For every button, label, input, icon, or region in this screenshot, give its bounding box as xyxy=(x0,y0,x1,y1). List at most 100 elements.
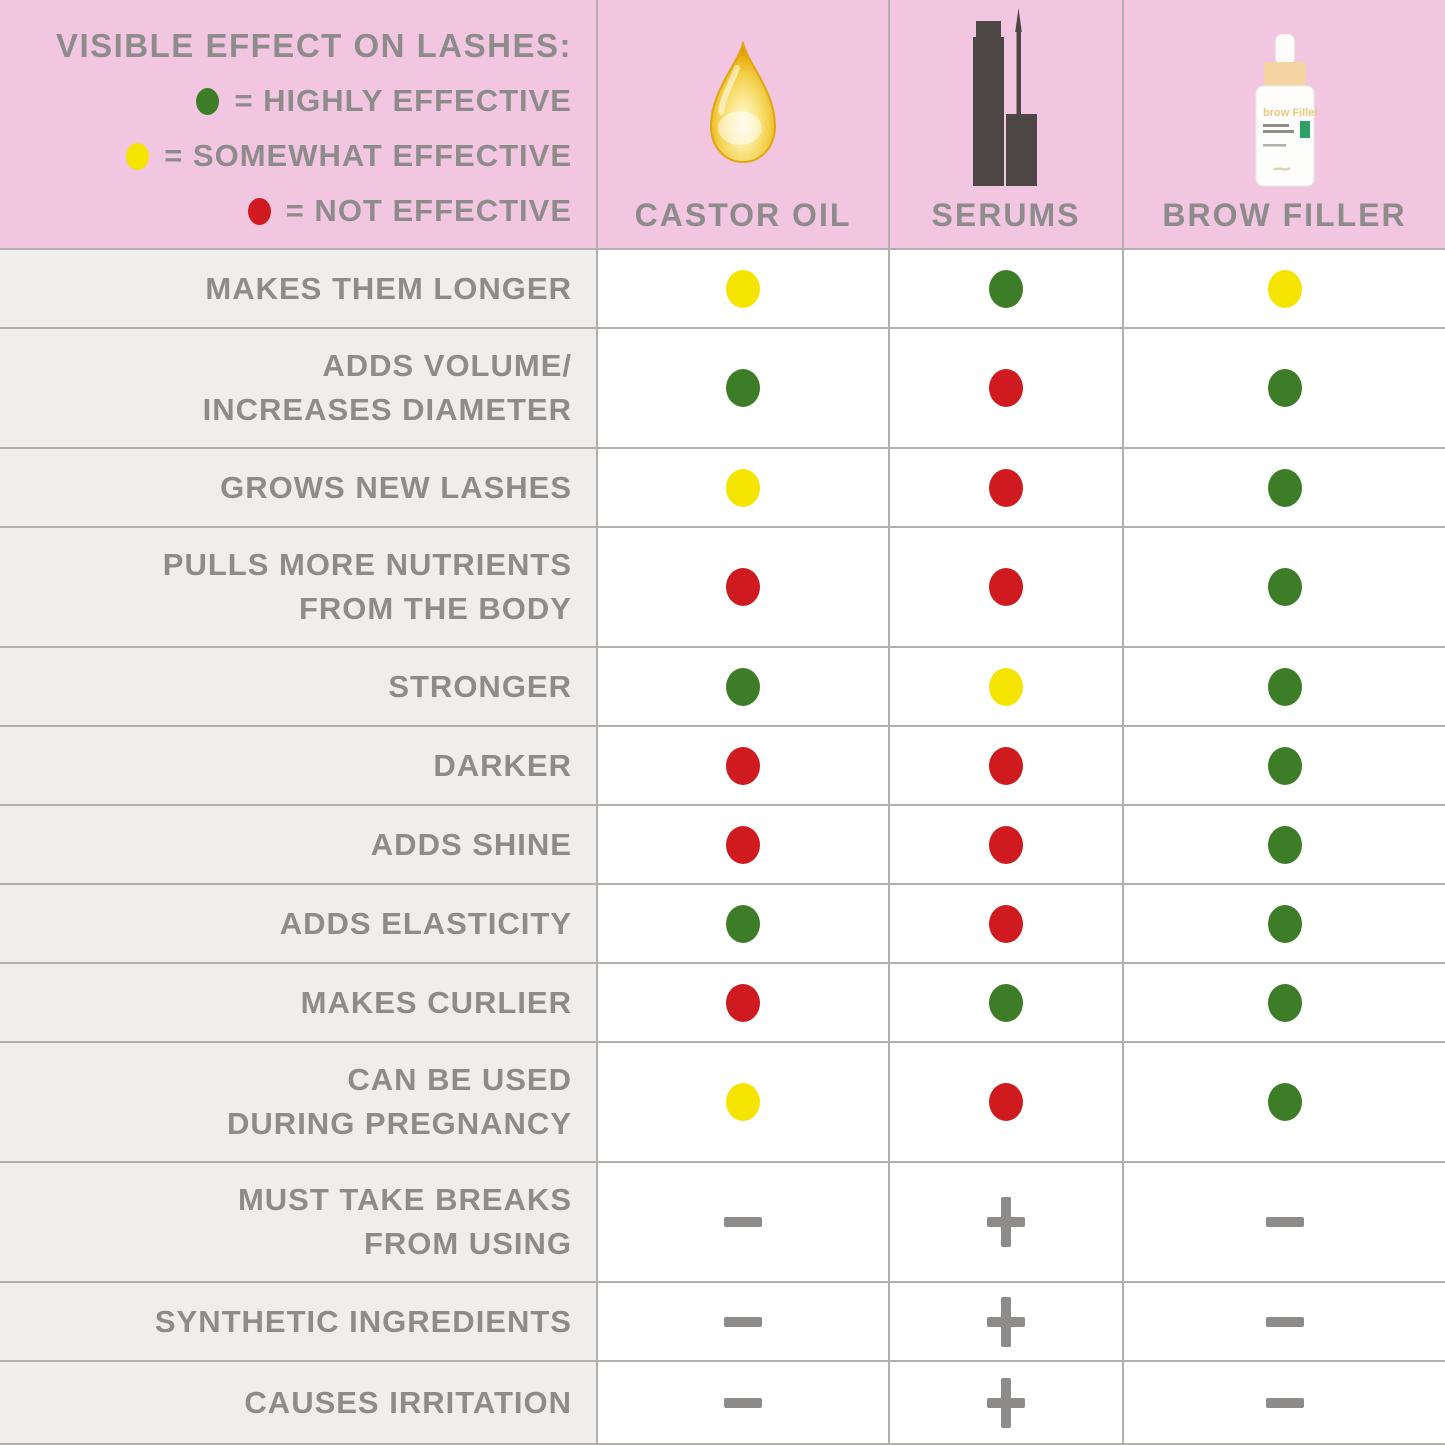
row-label: ADDS ELASTICITY xyxy=(279,905,572,941)
green-effectiveness-dot xyxy=(1267,825,1302,864)
row-label-cell: PULLS MORE NUTRIENTS FROM THE BODY xyxy=(0,526,596,646)
legend-item: = NOT EFFECTIVE xyxy=(0,191,572,231)
yellow-effectiveness-dot xyxy=(726,1083,760,1121)
minus-symbol xyxy=(1265,1217,1304,1227)
legend-title: VISIBLE EFFECT ON LASHES: xyxy=(55,27,572,64)
value-cell-castor-oil xyxy=(596,526,888,646)
value-cell-brow-filler xyxy=(1122,1041,1445,1161)
green-effectiveness-dot xyxy=(1267,983,1302,1022)
green-effectiveness-dot xyxy=(1267,468,1302,507)
green-effectiveness-dot xyxy=(989,983,1023,1022)
value-cell-castor-oil xyxy=(596,883,888,962)
value-cell-brow-filler xyxy=(1122,1360,1445,1443)
value-cell-castor-oil xyxy=(596,646,888,725)
value-cell-serums xyxy=(888,1161,1122,1281)
table-row: GROWS NEW LASHES xyxy=(0,447,1445,526)
row-label-cell: STRONGER xyxy=(0,646,596,725)
row-label-cell: MUST TAKE BREAKS FROM USING xyxy=(0,1161,596,1281)
green-effectiveness-dot xyxy=(726,369,760,407)
green-effectiveness-dot xyxy=(726,667,760,706)
row-label-cell: ADDS ELASTICITY xyxy=(0,883,596,962)
row-label: MAKES CURLIER xyxy=(300,984,572,1020)
green-effectiveness-dot xyxy=(1267,369,1302,407)
green-effectiveness-dot xyxy=(726,904,760,943)
minus-symbol xyxy=(1265,1397,1304,1408)
row-label-cell: MAKES CURLIER xyxy=(0,962,596,1041)
row-label-cell: ADDS VOLUME/ INCREASES DIAMETER xyxy=(0,327,596,447)
value-cell-brow-filler xyxy=(1122,804,1445,883)
value-cell-brow-filler xyxy=(1122,447,1445,526)
red-effectiveness-dot xyxy=(989,904,1023,943)
value-cell-castor-oil xyxy=(596,327,888,447)
table-row: SYNTHETIC INGREDIENTS xyxy=(0,1281,1445,1360)
red-effectiveness-dot xyxy=(989,1083,1023,1121)
column-header-serums: SERUMS xyxy=(888,0,1122,248)
yellow-effectiveness-dot xyxy=(1267,269,1302,308)
red-effectiveness-dot xyxy=(726,983,760,1022)
legend: VISIBLE EFFECT ON LASHES: = HIGHLY EFFEC… xyxy=(0,0,596,248)
green-legend-dot xyxy=(196,87,220,115)
column-header-brow-filler: brow Filler BROW FILLER xyxy=(1122,0,1445,248)
minus-symbol xyxy=(724,1397,762,1408)
table-row: DARKER xyxy=(0,725,1445,804)
value-cell-castor-oil xyxy=(596,725,888,804)
row-label: CAUSES IRRITATION xyxy=(244,1384,572,1420)
value-cell-brow-filler xyxy=(1122,327,1445,447)
row-label-cell: CAN BE USED DURING PREGNANCY xyxy=(0,1041,596,1161)
value-cell-brow-filler xyxy=(1122,883,1445,962)
row-label: GROWS NEW LASHES xyxy=(220,469,572,505)
value-cell-brow-filler xyxy=(1122,1281,1445,1360)
value-cell-serums xyxy=(888,646,1122,725)
row-label: SYNTHETIC INGREDIENTS xyxy=(154,1303,572,1339)
yellow-legend-dot xyxy=(126,142,150,170)
red-effectiveness-dot xyxy=(989,468,1023,507)
green-effectiveness-dot xyxy=(989,269,1023,308)
value-cell-castor-oil xyxy=(596,804,888,883)
plus-symbol xyxy=(987,1296,1025,1347)
red-effectiveness-dot xyxy=(989,746,1023,785)
row-label: MUST TAKE BREAKS FROM USING xyxy=(237,1182,572,1261)
value-cell-serums xyxy=(888,248,1122,327)
plus-symbol xyxy=(987,1377,1025,1428)
green-effectiveness-dot xyxy=(1267,568,1302,606)
row-label: DARKER xyxy=(433,747,572,783)
table-row: STRONGER xyxy=(0,646,1445,725)
table-row: MAKES CURLIER xyxy=(0,962,1445,1041)
dropper-bottle-icon: brow Filler xyxy=(1252,33,1319,193)
value-cell-castor-oil xyxy=(596,248,888,327)
row-label: STRONGER xyxy=(388,668,572,704)
value-cell-serums xyxy=(888,327,1122,447)
row-label-cell: GROWS NEW LASHES xyxy=(0,447,596,526)
serum-tube-icon xyxy=(973,8,1039,191)
legend-item: = SOMEWHAT EFFECTIVE xyxy=(0,136,572,176)
legend-list: = HIGHLY EFFECTIVE = SOMEWHAT EFFECTIVE … xyxy=(0,81,572,231)
row-label-cell: CAUSES IRRITATION xyxy=(0,1360,596,1443)
value-cell-castor-oil xyxy=(596,1281,888,1360)
red-effectiveness-dot xyxy=(989,568,1023,606)
yellow-effectiveness-dot xyxy=(726,468,760,507)
value-cell-brow-filler xyxy=(1122,962,1445,1041)
minus-symbol xyxy=(1265,1316,1304,1327)
bottle-brand-text: brow Filler xyxy=(1263,107,1318,119)
red-effectiveness-dot xyxy=(989,825,1023,864)
value-cell-castor-oil xyxy=(596,447,888,526)
value-cell-serums xyxy=(888,725,1122,804)
table-row: ADDS ELASTICITY xyxy=(0,883,1445,962)
column-label: SERUMS xyxy=(931,197,1081,233)
table-row: CAN BE USED DURING PREGNANCY xyxy=(0,1041,1445,1161)
table-header: VISIBLE EFFECT ON LASHES: = HIGHLY EFFEC… xyxy=(0,0,1445,248)
oil-drop-icon xyxy=(699,40,787,171)
green-effectiveness-dot xyxy=(1267,904,1302,943)
value-cell-castor-oil xyxy=(596,1360,888,1443)
value-cell-serums xyxy=(888,1041,1122,1161)
column-header-castor-oil: CASTOR OIL xyxy=(596,0,888,248)
green-effectiveness-dot xyxy=(1267,667,1302,706)
table-row: PULLS MORE NUTRIENTS FROM THE BODY xyxy=(0,526,1445,646)
row-label-cell: DARKER xyxy=(0,725,596,804)
red-effectiveness-dot xyxy=(726,568,760,606)
table-row: ADDS SHINE xyxy=(0,804,1445,883)
row-label-cell: ADDS SHINE xyxy=(0,804,596,883)
value-cell-serums xyxy=(888,804,1122,883)
value-cell-brow-filler xyxy=(1122,248,1445,327)
